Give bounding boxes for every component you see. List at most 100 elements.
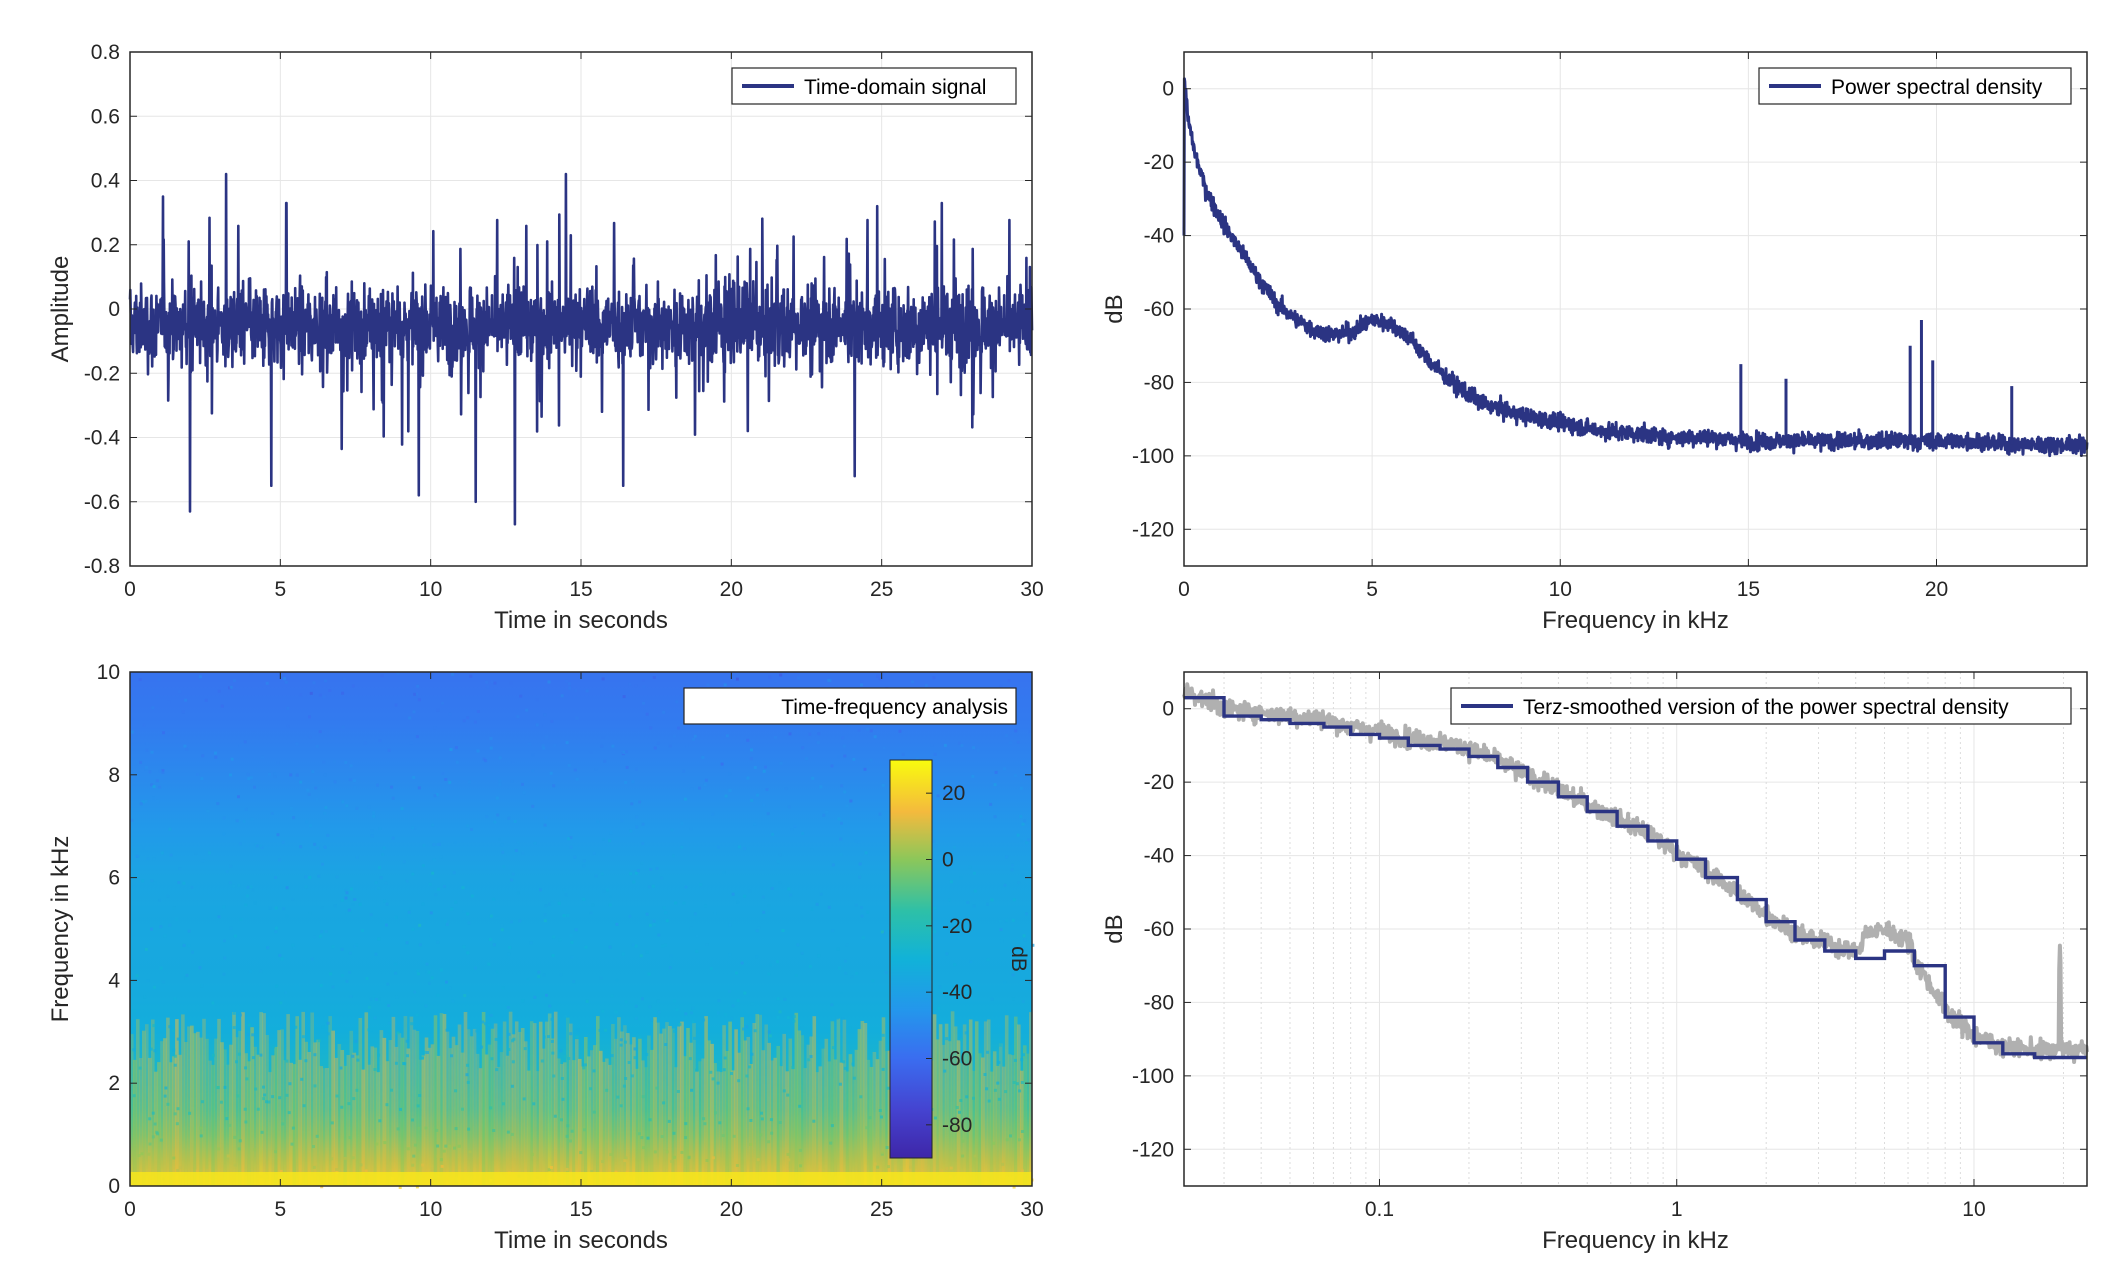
spectrogram-speckle xyxy=(950,991,954,995)
spectrogram-speckle xyxy=(1023,938,1027,942)
spectrogram-column xyxy=(391,1016,396,1186)
spectrogram-speckle xyxy=(276,761,280,765)
spectrogram-speckle xyxy=(655,867,659,870)
spectrogram-speckle xyxy=(778,1121,782,1124)
spectrogram-speckle xyxy=(228,1123,232,1127)
spectrogram-speckle xyxy=(219,1100,223,1104)
spectrogram-speckle xyxy=(176,1168,180,1172)
spectrogram-column xyxy=(713,1063,717,1186)
spectrogram-column xyxy=(139,1058,143,1186)
spectrogram-speckle xyxy=(819,785,823,789)
spectrogram-speckle xyxy=(249,674,253,678)
spectrogram-speckle xyxy=(817,732,821,736)
spectrogram-speckle xyxy=(880,1151,884,1155)
y-tick-label: -80 xyxy=(1144,371,1174,394)
spectrogram-speckle xyxy=(838,1082,842,1086)
spectrogram-column xyxy=(998,1043,1003,1186)
spectrogram-speckle xyxy=(594,767,598,771)
spectrogram-speckle xyxy=(652,919,656,923)
spectrogram-speckle xyxy=(623,1159,627,1163)
spectrogram-speckle xyxy=(194,851,198,855)
spectrogram-speckle xyxy=(510,1084,514,1088)
spectrogram-speckle xyxy=(855,972,859,975)
x-tick-label: 20 xyxy=(1925,578,1948,601)
spectrogram-speckle xyxy=(702,1117,706,1121)
spectrogram-speckle xyxy=(1027,960,1031,964)
spectrogram-column xyxy=(166,1017,170,1186)
spectrogram-column xyxy=(481,1012,486,1186)
x-tick-label: 5 xyxy=(1366,578,1378,601)
spectrogram-speckle xyxy=(487,962,491,966)
spectrogram-speckle xyxy=(279,1170,283,1173)
spectrogram-speckle xyxy=(1021,946,1025,950)
spectrogram-column xyxy=(331,1030,335,1186)
spectrogram-speckle xyxy=(139,760,143,764)
spectrogram-speckle xyxy=(498,782,502,786)
x-tick-label: 1 xyxy=(1671,1198,1683,1221)
spectrogram-speckle xyxy=(417,1126,421,1130)
spectrogram-speckle xyxy=(475,1029,479,1033)
spectrogram-speckle xyxy=(839,852,843,856)
spectrogram-speckle xyxy=(413,826,417,830)
spectrogram-speckle xyxy=(1007,679,1011,683)
spectrogram-speckle xyxy=(486,685,490,689)
spectrogram-speckle xyxy=(136,854,140,858)
spectrogram-speckle xyxy=(285,886,289,890)
spectrogram-column xyxy=(812,1016,817,1186)
spectrogram-speckle xyxy=(347,908,351,912)
spectrogram-speckle xyxy=(790,828,794,832)
spectrogram-speckle xyxy=(466,912,470,916)
spectrogram-speckle xyxy=(945,952,949,956)
spectrogram-column xyxy=(563,1062,567,1186)
spectrogram-speckle xyxy=(142,723,146,727)
spectrogram-speckle xyxy=(540,1059,544,1063)
spectrogram-column xyxy=(836,1018,841,1186)
spectrogram-speckle xyxy=(141,800,145,804)
spectrogram-column xyxy=(1023,1045,1027,1186)
spectrogram-column xyxy=(842,1019,847,1186)
spectrogram-speckle xyxy=(834,685,838,689)
spectrogram-column xyxy=(749,1064,753,1186)
spectrogram-speckle xyxy=(379,876,383,880)
spectrogram-speckle xyxy=(394,971,398,975)
spectrogram-speckle xyxy=(1012,997,1015,1001)
spectrogram-speckle xyxy=(345,979,349,983)
spectrogram-speckle xyxy=(378,997,381,1001)
spectrogram-speckle xyxy=(684,1122,688,1126)
spectrogram-column xyxy=(223,1049,227,1186)
spectrogram-speckle xyxy=(706,683,710,687)
spectrogram-speckle xyxy=(424,1126,428,1130)
spectrogram-speckle xyxy=(878,677,882,681)
spectrogram-column xyxy=(722,1025,726,1186)
spectrogram-speckle xyxy=(274,876,278,879)
spectrogram-speckle xyxy=(608,945,612,949)
spectrogram-speckle xyxy=(627,1061,631,1064)
spectrogram-speckle xyxy=(736,900,740,904)
spectrogram-column xyxy=(181,1014,185,1186)
spectrogram-speckle xyxy=(206,1169,210,1173)
spectrogram-column xyxy=(821,1048,826,1186)
spectrogram-speckle xyxy=(315,744,319,748)
psd-trace xyxy=(1182,77,2089,458)
spectrogram-speckle xyxy=(135,974,139,978)
spectrogram-speckle xyxy=(438,842,441,846)
spectrogram-speckle xyxy=(147,1152,151,1156)
spectrogram-speckle xyxy=(969,960,973,964)
spectrogram-speckle xyxy=(653,746,657,750)
spectrogram-speckle xyxy=(693,734,697,738)
spectrogram-speckle xyxy=(779,673,783,677)
spectrogram-speckle xyxy=(145,748,149,752)
spectrogram-speckle xyxy=(550,719,554,723)
spectrogram-speckle xyxy=(730,1016,734,1020)
spectrogram-speckle xyxy=(1016,833,1020,837)
spectrogram-speckle xyxy=(161,770,165,774)
spectrogram-column xyxy=(800,1035,805,1186)
spectrogram-speckle xyxy=(746,776,750,780)
spectrogram-speckle xyxy=(268,906,272,910)
spectrogram-speckle xyxy=(575,1035,579,1039)
spectrogram-speckle xyxy=(728,772,732,776)
spectrogram-speckle xyxy=(880,1115,883,1119)
spectrogram-speckle xyxy=(651,884,655,888)
spectrogram-speckle xyxy=(436,993,440,997)
spectrogram-speckle xyxy=(331,985,335,989)
